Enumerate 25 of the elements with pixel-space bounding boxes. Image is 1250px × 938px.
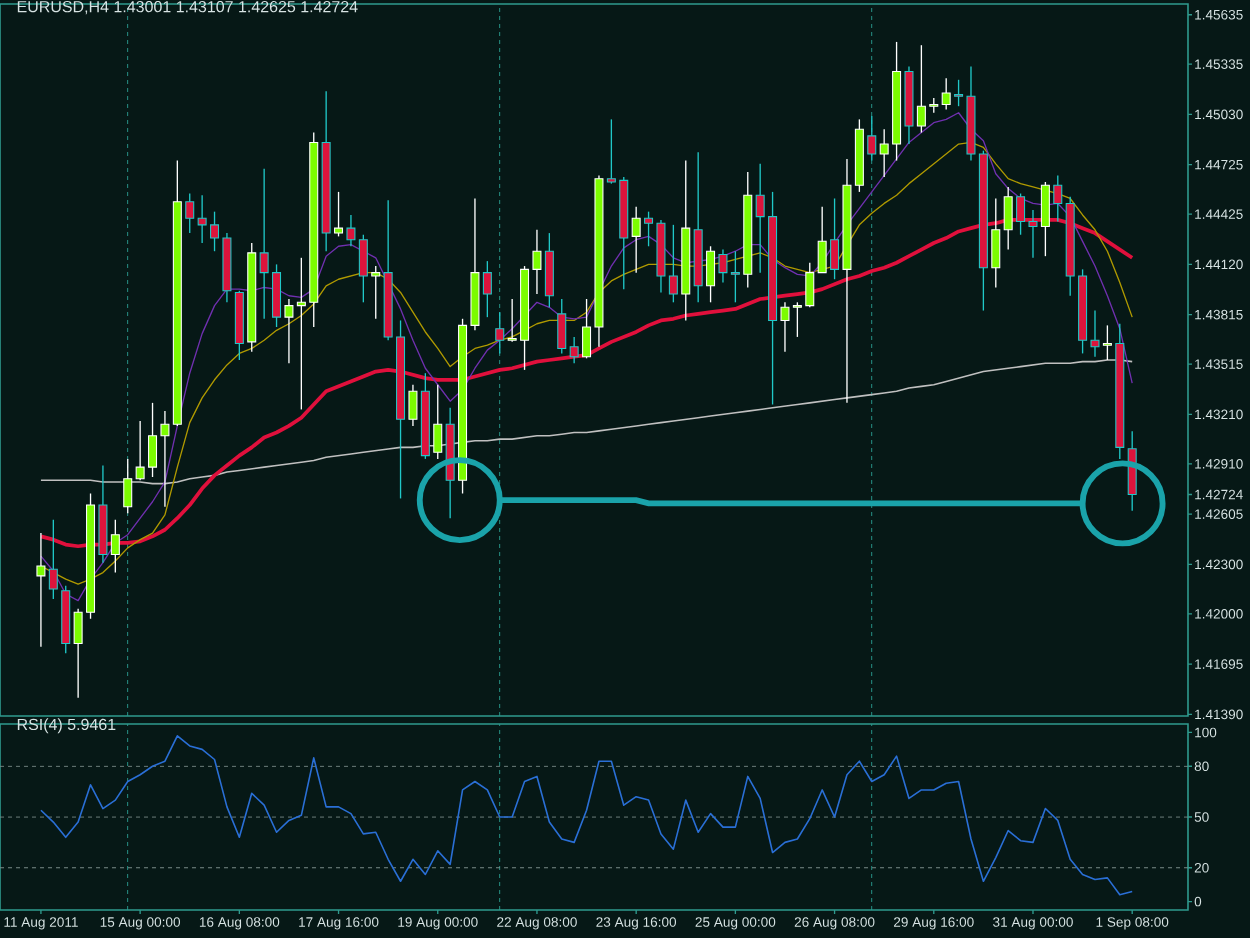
candlestick bbox=[557, 298, 567, 355]
candlestick bbox=[991, 197, 1001, 289]
candlestick bbox=[433, 384, 443, 460]
candlestick bbox=[495, 311, 505, 355]
chart-title: RSI(4) 5.9461 bbox=[17, 718, 116, 734]
candlestick bbox=[482, 260, 492, 318]
candlestick bbox=[867, 115, 877, 162]
candlestick bbox=[36, 532, 46, 648]
candlestick bbox=[334, 191, 344, 238]
candlestick bbox=[544, 232, 554, 308]
chart-title: EURUSD,H4 1.43001 1.43107 1.42625 1.42724 bbox=[17, 0, 358, 15]
candlestick bbox=[817, 206, 827, 274]
candlestick bbox=[408, 384, 418, 427]
line-series bbox=[40, 735, 1133, 896]
candlestick bbox=[1003, 186, 1013, 251]
candlestick bbox=[1102, 324, 1112, 361]
candlestick bbox=[631, 206, 641, 274]
candlestick bbox=[371, 265, 381, 320]
candlestick bbox=[569, 336, 579, 364]
candlestick bbox=[110, 519, 120, 574]
candlestick bbox=[941, 77, 951, 111]
candlestick bbox=[706, 245, 716, 303]
candlestick bbox=[1040, 181, 1050, 257]
candlestick bbox=[123, 458, 133, 514]
candlestick bbox=[185, 192, 195, 234]
